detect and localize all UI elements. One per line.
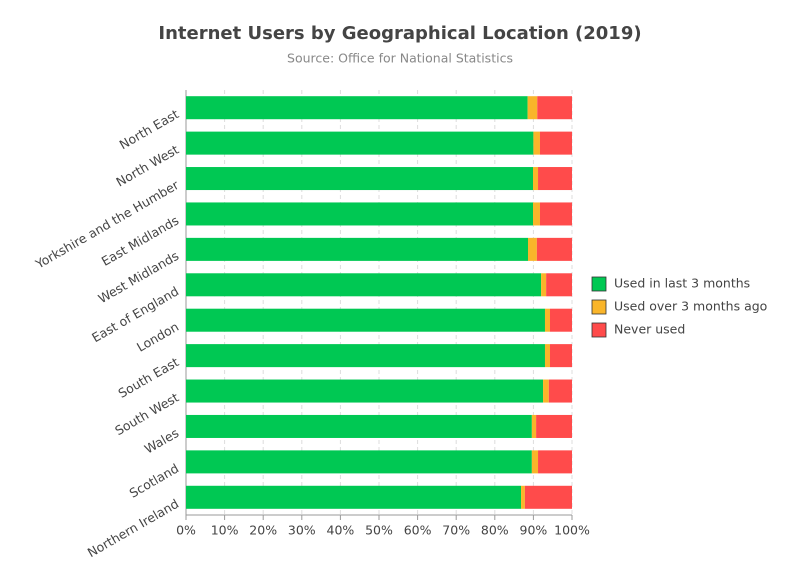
bar-segment (533, 131, 540, 155)
x-tick-label: 10% (211, 523, 239, 538)
bar-segment (186, 96, 528, 120)
bar-segment (186, 273, 542, 297)
bar-segment (533, 167, 539, 191)
x-tick-label: 50% (365, 523, 393, 538)
bar-segment (531, 414, 537, 438)
bar-segment (186, 379, 544, 403)
x-tick-label: 30% (288, 523, 316, 538)
legend-label: Used in last 3 months (614, 276, 750, 291)
bar-segment (548, 379, 572, 403)
x-tick-label: 40% (327, 523, 355, 538)
legend-swatch (591, 299, 607, 315)
legend-swatch (591, 322, 607, 338)
bar-segment (527, 96, 538, 120)
bar-segment (549, 344, 572, 368)
bar-segment (186, 308, 545, 332)
bar-segment (536, 237, 572, 261)
x-tick-label: 80% (481, 523, 509, 538)
bar-segment (539, 202, 572, 226)
x-tick-label: 90% (520, 523, 548, 538)
bar-segment (524, 485, 572, 509)
x-tick-label: 70% (442, 523, 470, 538)
bar-segment (541, 273, 547, 297)
bar-segment (544, 344, 550, 368)
bar-segment (186, 131, 534, 155)
legend-label: Used over 3 months ago (614, 299, 767, 314)
y-tick-label: Wales (142, 425, 181, 456)
bar-segment (538, 167, 572, 191)
legend-label: Never used (614, 322, 685, 337)
bar-segment (539, 131, 572, 155)
x-tick-label: 20% (249, 523, 277, 538)
x-tick-label: 60% (404, 523, 432, 538)
y-tick-label: Scotland (127, 461, 182, 501)
bar-segment (186, 450, 532, 474)
bar-segment (186, 202, 534, 226)
x-tick-label: 0% (176, 523, 196, 538)
bar-segment (186, 414, 532, 438)
chart-subtitle: Source: Office for National Statistics (287, 51, 513, 66)
bar-segment (533, 202, 540, 226)
bar-segment (186, 485, 522, 509)
bar-segment (543, 379, 549, 403)
bar-segment (521, 485, 525, 509)
chart-title: Internet Users by Geographical Location … (158, 23, 641, 44)
bar-segment (186, 237, 528, 261)
bar-segment (544, 308, 550, 332)
bar-segment (527, 237, 537, 261)
bar-segment (546, 273, 572, 297)
bar-segment (531, 450, 539, 474)
bar-segment (186, 344, 545, 368)
bar-segment (538, 450, 572, 474)
bar-segment (549, 308, 572, 332)
y-tick-label: London (134, 319, 181, 355)
bar-segment (536, 414, 572, 438)
bar-segment (537, 96, 572, 120)
x-tick-label: 100% (554, 523, 590, 538)
bar-segment (186, 167, 534, 191)
y-tick-label: Northern Ireland (85, 496, 181, 560)
legend-swatch (591, 276, 607, 292)
